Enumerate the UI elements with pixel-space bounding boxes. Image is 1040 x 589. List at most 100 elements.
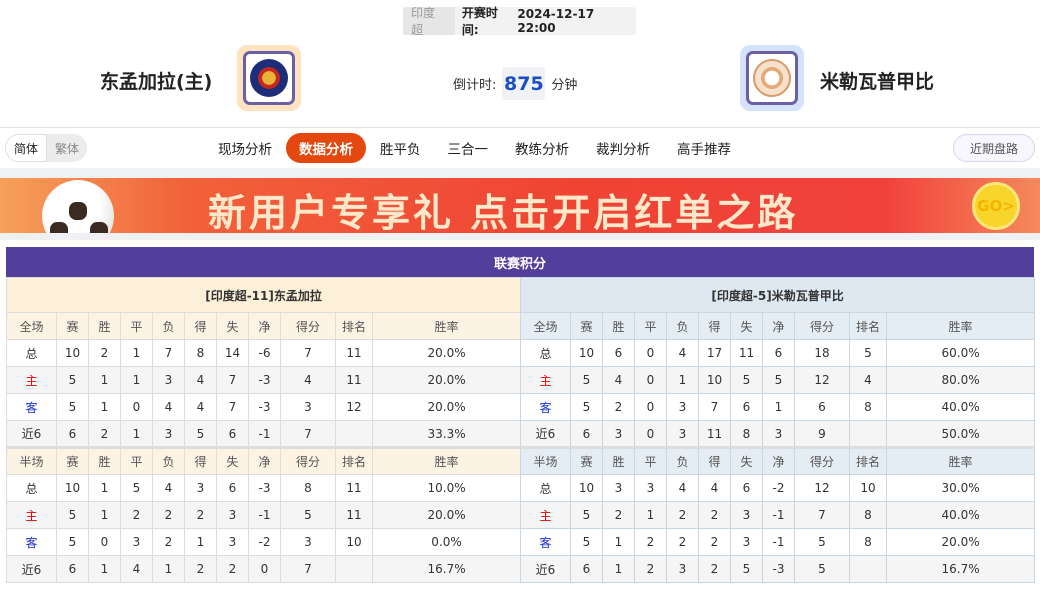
row-label: 总	[520, 339, 571, 367]
row-label: 主	[6, 366, 57, 394]
column-header: 失	[730, 312, 763, 340]
table-cell: 6	[570, 420, 603, 448]
table-cell: 5	[56, 501, 89, 529]
table-cell: 5	[794, 528, 850, 556]
table-cell: 12	[794, 366, 850, 394]
table-cell: 1	[88, 501, 121, 529]
column-header: 赛	[570, 446, 603, 475]
table-cell: 9	[794, 420, 850, 448]
table-cell	[335, 420, 373, 448]
table-cell: 5	[56, 366, 89, 394]
table-cell: 0	[634, 393, 667, 421]
column-header: 半场	[520, 446, 571, 475]
table-cell: 4	[184, 366, 217, 394]
table-cell: 3	[216, 501, 249, 529]
table-cell	[849, 420, 887, 448]
column-header: 全场	[6, 312, 57, 340]
start-time-label: 开赛时间:	[461, 6, 498, 37]
home-team-logo[interactable]	[237, 45, 301, 111]
table-cell: 11	[335, 366, 373, 394]
countdown-value: 875	[502, 67, 546, 100]
home-team-name[interactable]: 东孟加拉(主)	[100, 71, 213, 93]
table-cell: 2	[88, 339, 121, 367]
table-cell: 2	[698, 555, 731, 583]
table-cell: 20.0%	[371, 393, 522, 421]
table-row: 近6 6 2 1 3 5 6 -1 7 33.3%	[6, 420, 522, 448]
table-cell: 11	[730, 339, 763, 367]
table-cell: 2	[120, 501, 153, 529]
table-cell: 0	[248, 555, 281, 583]
column-header: 胜率	[371, 312, 522, 340]
away-team-name[interactable]: 米勒瓦普甲比	[820, 71, 935, 93]
table-cell: 2	[152, 528, 185, 556]
column-header: 净	[248, 312, 281, 340]
column-header: 胜	[88, 312, 121, 340]
table-cell: 5	[570, 501, 603, 529]
divider	[0, 127, 1040, 128]
table-cell: 2	[634, 555, 667, 583]
language-toggle[interactable]: 简体 繁体	[5, 134, 87, 162]
table-cell: 3	[280, 528, 336, 556]
lang-simplified[interactable]: 简体	[5, 134, 47, 162]
tab-win-draw-loss[interactable]: 胜平负	[380, 142, 421, 158]
go-button[interactable]: GO>	[972, 182, 1020, 230]
column-header: 得	[698, 312, 731, 340]
table-cell: 1	[666, 366, 699, 394]
table-cell: 60.0%	[885, 339, 1036, 367]
table-row: 主 5 1 1 3 4 7 -3 4 11 20.0%	[6, 366, 522, 394]
table-cell: 5	[730, 366, 763, 394]
table-cell: 6	[730, 474, 763, 502]
table-cell: 0.0%	[371, 528, 522, 556]
column-header: 赛	[56, 312, 89, 340]
column-header: 胜	[602, 446, 635, 475]
away-standings-table: [印度超-5]米勒瓦普甲比 全场赛胜平负得失净得分 排名 胜率总 10 6 0 4 17 11 6 1…	[519, 277, 1036, 583]
tab-referee-analysis[interactable]: 裁判分析	[596, 142, 650, 158]
promo-banner[interactable]: 新用户专享礼 点击开启红单之路 GO>	[0, 178, 1040, 233]
table-cell: -1	[248, 420, 281, 448]
table-cell: 7	[216, 366, 249, 394]
table-cell: 4	[849, 366, 887, 394]
countdown-label: 倒计时:	[453, 78, 497, 93]
away-team-logo[interactable]	[740, 45, 804, 111]
lang-traditional[interactable]: 繁体	[54, 141, 79, 156]
half-header-row: 半场赛胜平负得失净得分 排名 胜率	[6, 446, 522, 475]
column-header: 胜	[88, 446, 121, 475]
recent-handicap-button[interactable]: 近期盘路	[953, 134, 1035, 162]
column-header: 负	[152, 446, 185, 475]
table-cell: 10.0%	[371, 474, 522, 502]
table-cell: 4	[120, 555, 153, 583]
table-cell: 4	[666, 339, 699, 367]
table-cell: 11	[335, 339, 373, 367]
table-cell: 6	[794, 393, 850, 421]
tab-three-in-one[interactable]: 三合一	[447, 142, 489, 158]
table-cell: 7	[216, 393, 249, 421]
table-cell: 2	[602, 393, 635, 421]
table-cell: 2	[698, 501, 731, 529]
table-cell: 1	[152, 555, 185, 583]
table-cell: -1	[762, 501, 795, 529]
table-cell: -3	[248, 366, 281, 394]
column-header: 得	[184, 446, 217, 475]
tab-data-analysis[interactable]: 数据分析	[286, 133, 366, 163]
table-cell: 3	[762, 420, 795, 448]
table-cell: 4	[280, 366, 336, 394]
column-header: 得分	[280, 446, 336, 475]
table-cell: -3	[248, 474, 281, 502]
column-header: 负	[666, 312, 699, 340]
row-label: 主	[6, 501, 57, 529]
tab-coach-analysis[interactable]: 教练分析	[515, 142, 569, 158]
table-cell: -1	[762, 528, 795, 556]
table-cell: 10	[335, 528, 373, 556]
table-row: 主 5 1 2 2 2 3 -1 5 11 20.0%	[6, 501, 522, 529]
tab-live-analysis[interactable]: 现场分析	[218, 142, 272, 158]
tab-expert-picks[interactable]: 高手推荐	[677, 142, 731, 158]
table-cell: 14	[216, 339, 249, 367]
column-header: 赛	[570, 312, 603, 340]
table-caption: [印度超-11]东孟加拉	[5, 277, 522, 313]
table-cell: 20.0%	[371, 501, 522, 529]
table-cell: 5	[120, 474, 153, 502]
table-cell: 6	[56, 555, 89, 583]
table-cell: -3	[762, 555, 795, 583]
table-cell: 18	[794, 339, 850, 367]
column-header: 负	[152, 312, 185, 340]
